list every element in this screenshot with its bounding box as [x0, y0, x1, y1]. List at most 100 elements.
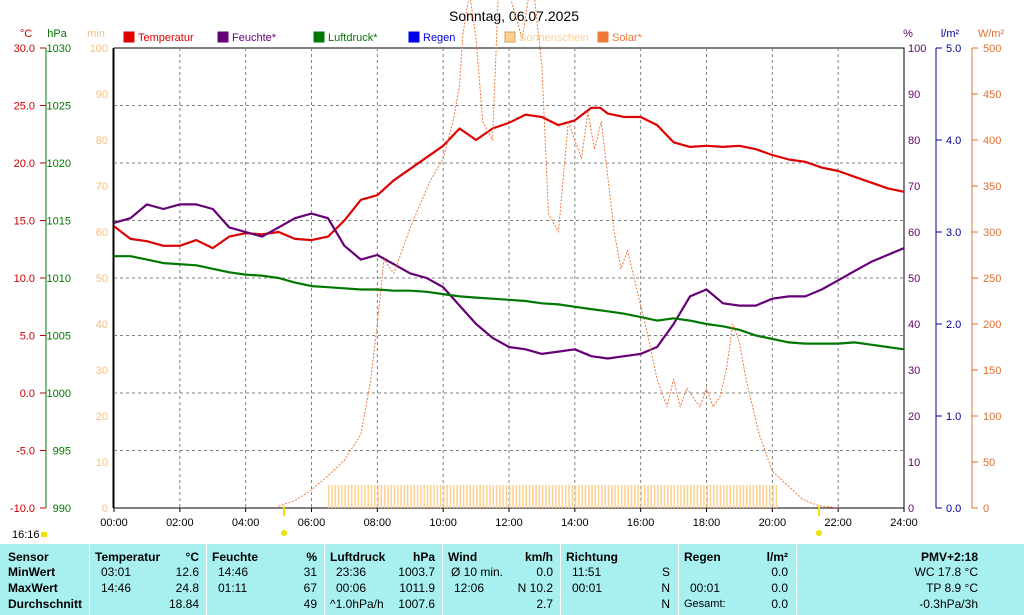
sunshine-bar: [578, 485, 580, 508]
sunshine-bar: [430, 485, 432, 508]
sunshine-bar: [594, 485, 597, 508]
sunshine-bar: [739, 485, 741, 508]
sunshine-bar: [518, 485, 521, 508]
sunshine-bar: [667, 485, 669, 508]
sunshine-bar: [762, 485, 764, 508]
sunshine-bar: [699, 485, 702, 508]
sunshine-bar: [647, 485, 649, 508]
sunshine-bar: [512, 485, 514, 508]
sunshine-bar: [676, 485, 679, 508]
legend-item-feuchte[interactable]: Feuchte*: [217, 31, 277, 44]
luftdruck-min-time: 23:36: [336, 565, 367, 579]
sunshine-bar: [752, 485, 755, 508]
legend-item-temperatur[interactable]: Temperatur: [123, 31, 194, 44]
sunshine-bar: [535, 485, 537, 508]
sunshine-bar: [624, 485, 626, 508]
sunshine-bar: [769, 485, 771, 508]
sunshine-bar: [532, 485, 534, 508]
sunshine-bar: [360, 485, 363, 508]
temperatur-max: 24.8: [175, 581, 199, 595]
legend-label: Luftdruck*: [328, 32, 378, 44]
humidity-tick-label: 50: [908, 273, 920, 285]
sunshine-bar: [584, 485, 587, 508]
sunshine-bar: [334, 485, 337, 508]
series-line-solar: [278, 0, 839, 509]
legend-label: Regen: [423, 32, 455, 44]
sunshine-bar: [436, 485, 439, 508]
sunshine-bar: [690, 485, 692, 508]
regen-total: 0.0: [771, 597, 788, 611]
sunshine-bar: [354, 485, 356, 508]
humidity-tick-label: 10: [908, 457, 920, 469]
sunshine-bar: [650, 485, 653, 508]
chart-title: Sonntag, 06.07.2025: [449, 8, 579, 24]
sunshine-bar: [545, 485, 547, 508]
solar-unit-label: W/m²: [978, 28, 1005, 40]
sunshine-bar: [670, 485, 672, 508]
sunshine-bar: [548, 485, 550, 508]
sunshine-bar: [413, 485, 416, 508]
sunshine-bar: [459, 485, 462, 508]
sunshine-bar: [341, 485, 343, 508]
sunshine-bar: [729, 485, 732, 508]
sunshine-bar: [614, 485, 616, 508]
sunshine-bar: [406, 485, 409, 508]
sunshine-bar: [439, 485, 442, 508]
sunshine-bar: [380, 485, 383, 508]
sunshine-bar: [555, 485, 557, 508]
sunshine-bar: [696, 485, 699, 508]
wind-header: Wind: [448, 550, 478, 564]
x-tick-label: 18:00: [693, 517, 721, 529]
legend-item-luftdruck[interactable]: Luftdruck*: [313, 31, 378, 44]
statistics-panel: Sensor MinWert MaxWert Durchschnitt Temp…: [0, 544, 1024, 615]
sunshine-bar: [453, 485, 455, 508]
pressure-tick-label: 1010: [47, 273, 71, 285]
x-tick-label: 14:00: [561, 517, 589, 529]
sunshine-bar: [505, 485, 508, 508]
sunshine-bar: [680, 485, 682, 508]
sunshine-bar: [515, 485, 518, 508]
sunshine-bar: [367, 485, 369, 508]
humidity-tick-label: 20: [908, 411, 920, 423]
sunshine-bar: [525, 485, 527, 508]
sunshine-bar: [551, 485, 554, 508]
rain-tick-label: 2.0: [946, 319, 961, 331]
legend-item-sonnenschein[interactable]: Sonnenschein: [504, 31, 589, 44]
humidity-tick-label: 40: [908, 319, 920, 331]
x-tick-label: 04:00: [232, 517, 260, 529]
legend[interactable]: Temperatur Feuchte* Luftdruck* Regen Sonnens…: [123, 31, 643, 44]
sunshine-bar: [495, 485, 498, 508]
sunshine-bar: [581, 485, 583, 508]
sunshine-bar: [456, 485, 458, 508]
axes: °C hPa min% l/m² W/m² 30.0 25.0 20.0 15.0 10.0 5.0…: [10, 28, 1005, 540]
sunshine-bar: [449, 485, 452, 508]
sunshine-bar: [686, 485, 689, 508]
series-lines: [113, 0, 905, 509]
sunshine-bar: [370, 485, 373, 508]
rain-tick-label: 4.0: [946, 135, 961, 147]
sunshine-bar: [571, 485, 574, 508]
legend-label: Sonnenschein: [519, 32, 589, 44]
sunshine-bar: [617, 485, 620, 508]
sunshine-bar: [337, 485, 340, 508]
sunshine-bar: [538, 485, 541, 508]
pressure-tick-label: 990: [53, 503, 71, 515]
solar-tick-label: 500: [983, 43, 1001, 55]
luftdruck-unit: hPa: [412, 550, 435, 564]
pressure-tick-label: 995: [53, 446, 71, 458]
legend-item-regen[interactable]: Regen: [408, 31, 455, 44]
rain-tick-label: 1.0: [946, 411, 961, 423]
sunshine-tick-label: 40: [96, 319, 108, 331]
legend-item-solar[interactable]: Solar*: [597, 31, 643, 44]
sunshine-bar: [479, 485, 481, 508]
temperatur-unit: °C: [185, 550, 199, 564]
pressure-tick-label: 1030: [47, 43, 71, 55]
sunshine-bar: [482, 485, 485, 508]
legend-label: Temperatur: [138, 32, 194, 44]
sunshine-tick-label: 10: [96, 457, 108, 469]
luftdruck-avg: 1007.6: [398, 597, 435, 611]
sunshine-tick-label: 0: [102, 503, 108, 515]
regen-max: 0.0: [771, 581, 788, 595]
richtung-avg: N: [661, 597, 670, 611]
sunshine-bar: [640, 485, 643, 508]
